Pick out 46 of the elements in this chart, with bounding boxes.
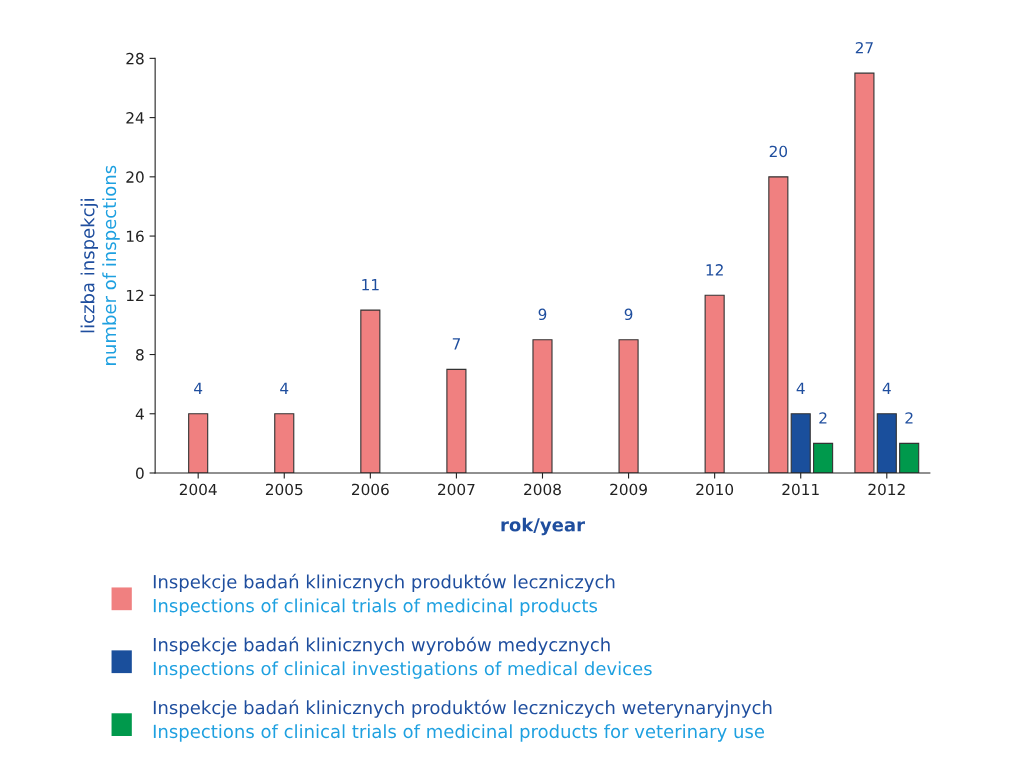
bar — [813, 442, 834, 473]
bar — [446, 368, 467, 473]
legend-label: Inspekcje badań klinicznych wyrobów medycznych Inspections of clinical investigations of medical devices — [153, 636, 652, 679]
bar — [274, 413, 295, 473]
data-label: 11 — [362, 279, 379, 291]
x-tick-label: 2005 — [265, 483, 303, 496]
bar — [360, 309, 381, 473]
data-label: 7 — [452, 338, 460, 350]
data-label: 9 — [624, 308, 633, 321]
data-label: 2 — [905, 412, 913, 424]
bar — [532, 339, 553, 473]
legend-label: Inspekcje badań klinicznych produktów leczniczych Inspections of clinical trials of medicinal products — [153, 573, 615, 616]
data-label: 27 — [855, 41, 873, 54]
data-label: 12 — [706, 264, 723, 276]
y-tick-label: 8 — [136, 348, 144, 361]
data-label: 20 — [769, 145, 788, 158]
bar — [188, 413, 209, 473]
y-axis-title: liczba inspekcji number of inspections — [80, 165, 120, 365]
y-tick-label: 12 — [126, 289, 144, 302]
bar — [790, 413, 811, 473]
y-tick-label: 24 — [126, 112, 144, 124]
y-tick-label: 28 — [126, 52, 144, 65]
x-tick-label: 2011 — [782, 483, 819, 496]
x-tick-label: 2007 — [438, 483, 475, 496]
bar — [618, 339, 639, 473]
bar — [704, 294, 725, 473]
x-tick-label: 2006 — [352, 483, 389, 496]
x-tick-label: 2012 — [868, 483, 905, 496]
data-label: 4 — [882, 382, 891, 394]
data-label: 9 — [538, 308, 547, 321]
data-label: 4 — [194, 382, 203, 394]
y-tick-label: 16 — [126, 230, 144, 243]
data-label: 4 — [280, 382, 289, 394]
x-tick-label: 2004 — [179, 483, 217, 496]
legend-label: Inspekcje badań klinicznych produktów leczniczych weterynaryjnych Inspections of clinical trials of medicinal products for veterinary use — [153, 699, 772, 742]
x-tick-label: 2008 — [524, 483, 561, 496]
bar — [899, 442, 920, 473]
y-tick-label: 20 — [126, 171, 144, 183]
x-tick-label: 2009 — [610, 483, 647, 496]
x-tick-label: 2010 — [696, 483, 734, 496]
x-axis-title: rok/year — [501, 517, 585, 536]
data-label: 4 — [796, 382, 805, 394]
bar — [876, 413, 897, 473]
y-tick-label: 4 — [135, 408, 144, 420]
y-tick-label: 0 — [136, 467, 144, 480]
data-label: 2 — [819, 412, 827, 424]
